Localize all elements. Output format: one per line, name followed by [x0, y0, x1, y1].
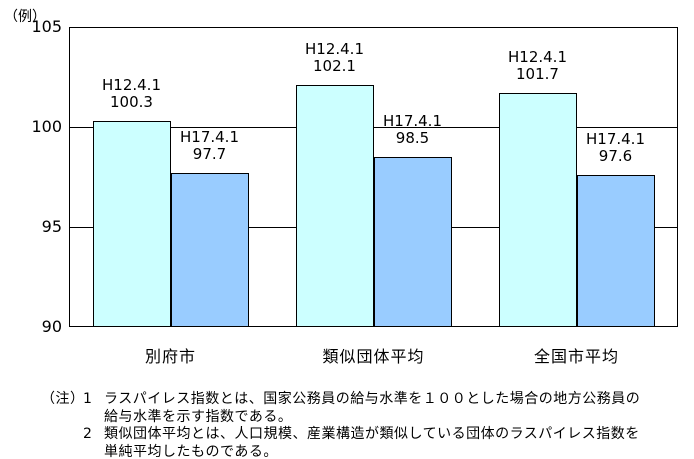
x-axis-category-label: 類似団体平均 — [322, 347, 425, 366]
bar-series-name: H12.4.1 — [508, 48, 567, 66]
bar-value-label: H17.4.1 98.5 — [358, 113, 468, 147]
note-1-line-1: ラスパイレス指数とは、国家公務員の給与水準を１００とした場合の地方公務員の — [104, 391, 641, 407]
bar-value-label: H17.4.1 97.7 — [155, 129, 265, 163]
bar-series-name: H17.4.1 — [180, 128, 239, 146]
bar-series-name: H12.4.1 — [102, 76, 161, 94]
bar-value-label: H12.4.1 101.7 — [483, 49, 593, 83]
y-axis-tick-label: 95 — [41, 217, 62, 236]
y-axis-unit-label: （例） — [4, 9, 46, 25]
bar-value: 97.6 — [598, 147, 633, 165]
bar-value-label: H12.4.1 102.1 — [280, 41, 390, 75]
y-axis-tick-label: 105 — [31, 17, 62, 36]
bar-h17-4-1 — [576, 175, 655, 327]
note-2-line-2: 単純平均したものである。 — [104, 444, 278, 459]
y-axis-tick-label: 100 — [31, 117, 62, 136]
bar-value: 97.7 — [192, 145, 227, 163]
note-2-line-1: 類似団体平均とは、人口規模、産業構造が類似している団体のラスパイレス指数を — [104, 426, 640, 442]
x-axis-category-label: 別府市 — [144, 347, 196, 366]
bar-value: 100.3 — [110, 93, 153, 111]
note-prefix: （注） — [41, 391, 85, 407]
gridline — [69, 127, 678, 128]
bar-value-label: H12.4.1 100.3 — [77, 77, 187, 111]
bar-value-label: H17.4.1 97.6 — [561, 131, 671, 165]
bar-value: 101.7 — [516, 65, 559, 83]
bar-h17-4-1 — [373, 157, 452, 327]
bar-series-name: H17.4.1 — [586, 130, 645, 148]
bar-value: 98.5 — [395, 129, 430, 147]
x-axis-category-label: 全国市平均 — [533, 347, 619, 366]
bar-h12-4-1 — [295, 85, 374, 327]
note-2-number: 2 — [83, 426, 93, 442]
bar-h17-4-1 — [170, 173, 249, 327]
bar-series-name: H17.4.1 — [383, 112, 442, 130]
bar-series-name: H12.4.1 — [305, 40, 364, 58]
y-axis-tick-label: 90 — [41, 317, 62, 336]
note-1-number: 1 — [83, 391, 93, 407]
note-1-line-2: 給与水準を示す指数である。 — [104, 409, 293, 425]
bar-value: 102.1 — [313, 57, 356, 75]
bar-h12-4-1 — [498, 93, 577, 327]
bar-h12-4-1 — [92, 121, 171, 327]
